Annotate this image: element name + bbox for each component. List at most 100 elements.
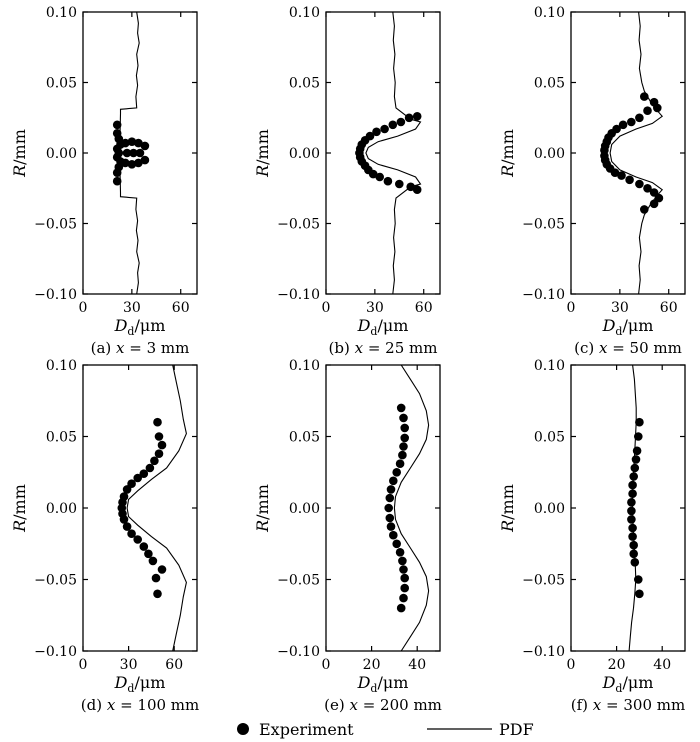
experiment-point [640,92,649,101]
pdf-series-line [393,364,430,652]
plot-frame [570,11,686,295]
panel-caption-prefix: (d) [81,696,107,714]
experiment-point [399,593,408,603]
x-axis-label-symbol: D [114,673,128,692]
chart-panel: 0.100.050.00−0.05−0.100 30 60R/mmDd/μm(a) … [10,5,198,357]
experiment-point [375,172,385,182]
plot-frame [325,364,441,652]
experiment-point [133,535,142,544]
experiment-point [122,485,132,494]
experiment-point [634,432,643,441]
experiment-point [630,558,640,567]
y-tick-label: 0.05 [534,430,565,446]
y-axis-label-symbol: R [253,165,272,178]
x-tick-label: 30 [123,300,141,316]
chart-panel: 0.100.050.00−0.05−0.100 30 60R/mmDd/μm(b) … [253,5,441,357]
y-tick-label: 0.05 [46,430,77,446]
y-tick-label: 0.00 [534,501,565,517]
experiment-point [385,513,395,523]
experiment-point [368,169,378,179]
experiment-point [134,158,143,168]
experiment-point [649,188,659,197]
y-tick-label: 0.10 [289,5,320,21]
y-tick-label: 0.10 [289,358,320,374]
x-tick-label: 60 [660,300,678,316]
x-axis-label: Dd/μm [114,316,166,338]
experiment-point [610,168,620,177]
y-axis-label-unit: /mm [10,484,29,520]
experiment-point [119,515,129,524]
experiment-point [400,583,410,593]
panel-caption-variable: x [107,696,116,714]
x-axis-label: Dd/μm [114,673,166,695]
y-tick-label: −0.10 [34,287,77,303]
experiment-point [627,498,636,507]
experiment-point [389,530,398,540]
y-axis-label-symbol: R [10,520,29,533]
y-tick-label: −0.05 [522,217,565,233]
panel-caption-prefix: (c) [574,339,599,357]
plot-frame [82,364,198,652]
x-tick-label: 20 [608,657,626,673]
experiment-point [629,540,638,550]
experiment-point [133,473,142,483]
y-axis-label-symbol: R [10,165,29,178]
experiment-point [112,168,122,177]
x-axis-label-unit: /μm [622,673,653,692]
experiment-point [618,120,628,130]
x-axis-label-symbol: D [357,316,371,335]
y-axis-label: R/mm [10,129,29,178]
experiment-point [386,522,396,531]
x-axis-label: Dd/μm [602,316,654,338]
experiment-point [654,193,664,203]
x-tick-label: 40 [408,657,426,673]
experiment-point [400,573,410,583]
experiment-point [140,155,150,165]
panel-caption-prefix: (e) [324,696,349,714]
experiment-point [635,589,644,599]
y-axis-label-symbol: R [253,520,272,533]
experiment-point [383,176,393,186]
panel-caption-value: = 200 mm [358,696,442,714]
x-axis-label-subscript: d [615,682,622,695]
panel-caption: (b) x = 25 mm [329,339,438,357]
chart-panel: 0.100.050.00−0.05−0.100 20 40R/mmDd/μm(e) … [253,358,442,714]
experiment-point [627,117,636,127]
experiment-point [139,469,149,479]
experiment-point [399,442,408,451]
panel-caption-prefix: (f) [571,696,593,714]
experiment-point [628,532,637,541]
experiment-point [122,522,132,531]
experiment-point [628,489,637,499]
y-tick-label: −0.05 [522,573,565,589]
y-axis-label-unit: /mm [498,129,517,165]
y-tick-label: 0.00 [534,146,565,162]
y-axis-label: R/mm [253,129,272,178]
x-axis-label: Dd/μm [357,316,409,338]
y-tick-label: 0.10 [46,358,77,374]
x-axis-label-unit: /μm [622,316,653,335]
x-axis-label-symbol: D [357,673,371,692]
experiment-point [135,148,145,158]
panel-caption-prefix: (a) [91,339,116,357]
x-axis-label-symbol: D [602,316,616,335]
x-tick-label: 30 [611,300,629,316]
experiment-point [629,549,638,559]
x-axis-label-subscript: d [127,325,134,338]
x-axis-label-symbol: D [602,673,616,692]
experiment-point [399,413,408,423]
legend-pdf-label: PDF [499,720,534,739]
y-axis-label-symbol: R [498,165,517,178]
experiment-point [153,589,162,599]
experiment-point [139,542,149,551]
experiment-point [396,403,406,413]
panel-caption-variable: x [355,339,364,357]
experiment-point [388,120,398,130]
y-axis-label-symbol: R [498,520,517,533]
experiment-point [653,103,662,113]
x-axis-label-unit: /μm [377,673,408,692]
experiment-point [157,565,167,574]
x-axis-label-unit: /μm [377,316,408,335]
experiment-point [627,515,636,524]
experiment-point [392,539,402,549]
